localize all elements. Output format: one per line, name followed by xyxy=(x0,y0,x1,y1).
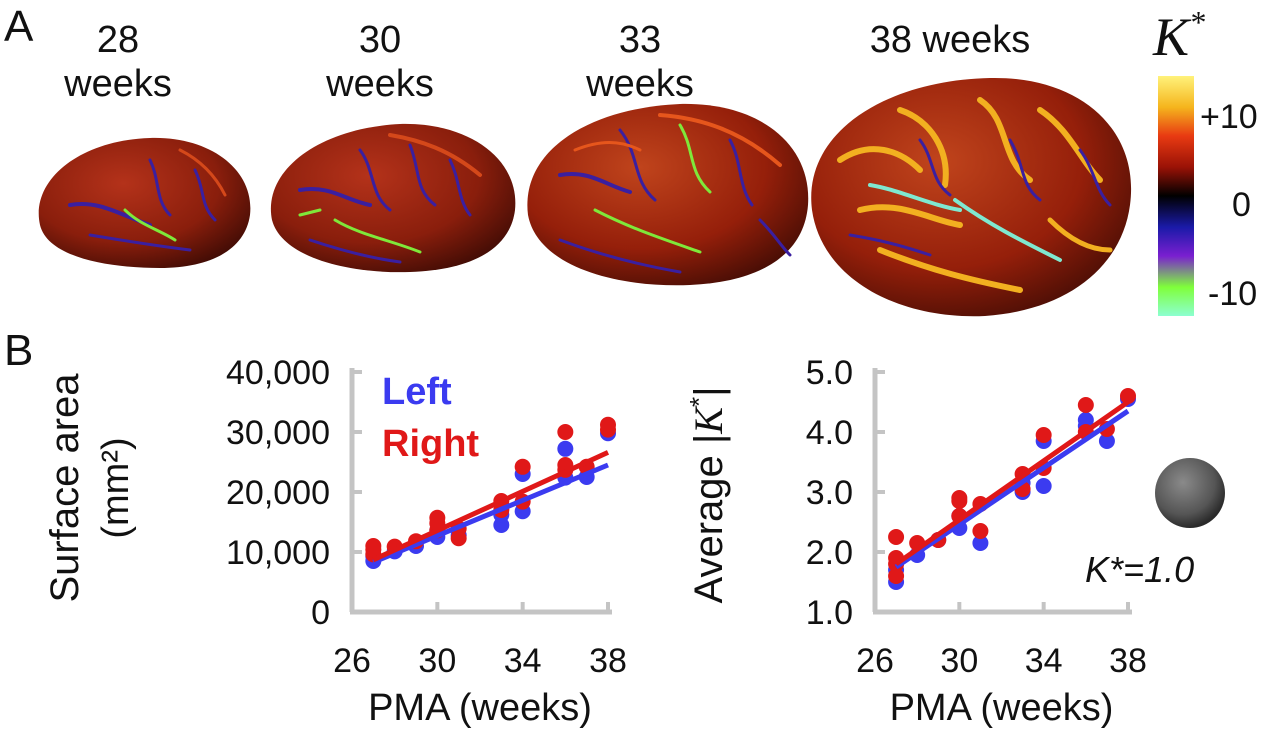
brain-surfaces xyxy=(38,77,1132,317)
chart2-y-axis-title: Average |K*| xyxy=(684,387,731,604)
chart2-series1-point xyxy=(972,535,989,551)
chart1-ytick-label: 20,000 xyxy=(226,474,330,512)
reference-sphere-label: K*=1.0 xyxy=(1085,549,1194,590)
chart1-series1-point xyxy=(557,440,574,457)
chart2-series1-point xyxy=(1077,412,1094,428)
brain-38-weeks xyxy=(811,77,1132,317)
chart2-ytick-label: 3.0 xyxy=(806,474,853,512)
age-label-38: 38 weeks xyxy=(869,19,1031,61)
chart1-series2-point xyxy=(600,416,616,433)
colorbar-title: K* xyxy=(1153,4,1206,67)
chart2-ytick-label: 4.0 xyxy=(806,414,853,452)
chart1-ytick-label: 10,000 xyxy=(226,534,330,572)
colorbar-tick-plus10: +10 xyxy=(1200,98,1258,136)
chart2-series2-point xyxy=(1120,388,1136,404)
brain-30-weeks xyxy=(270,123,516,273)
chart2-series2-point xyxy=(1077,397,1094,413)
chart1-ytick-label: 0 xyxy=(311,594,330,632)
chart1-ytick-label: 40,000 xyxy=(226,354,330,392)
chart2-series2-point xyxy=(888,529,905,545)
age-label-30: 30 weeks xyxy=(326,19,434,105)
chart1-series1-fit-line xyxy=(372,462,609,565)
chart2-series1-fit-line xyxy=(894,408,1130,570)
reference-sphere xyxy=(1155,458,1225,528)
chart2-series1-point xyxy=(1098,433,1115,449)
chart1-series2-point xyxy=(514,458,531,475)
brain-28-weeks xyxy=(38,137,251,268)
chart2-xtick-label: 30 xyxy=(940,642,978,680)
legend-left: Left xyxy=(382,371,452,413)
age-label-28: 28 weeks xyxy=(64,19,172,105)
colorbar-tick-minus10: -10 xyxy=(1208,275,1258,313)
chart2-series1-point xyxy=(1035,478,1052,494)
chart1-x-axis-title: PMA (weeks) xyxy=(368,687,592,729)
colorbar-tick-0: 0 xyxy=(1232,186,1251,224)
chart1-series2-point xyxy=(429,509,446,526)
chart1-xtick-label: 26 xyxy=(333,642,371,680)
legend-right: Right xyxy=(382,423,479,465)
chart1-y-axis-title-line1: Surface area xyxy=(43,373,87,603)
chart2-ytick-label: 1.0 xyxy=(806,594,853,632)
chart2-ytick-label: 2.0 xyxy=(806,534,853,572)
chart2-xtick-label: 34 xyxy=(1025,642,1063,680)
chart2-series2-point xyxy=(1035,427,1052,443)
chart2-series2-point xyxy=(951,490,968,506)
chart1-series2-point xyxy=(365,538,382,554)
panel-b-label: B xyxy=(4,326,34,375)
chart2-series2-fit-line xyxy=(894,399,1130,567)
chart2-series2-point xyxy=(972,523,989,539)
chart1-y-axis-title-line2: (mm²) xyxy=(95,437,137,538)
chart1-ytick-label: 30,000 xyxy=(226,414,330,452)
age-label-33: 33 weeks xyxy=(586,19,694,105)
brain-33-weeks xyxy=(527,103,809,286)
chart1-xtick-label: 30 xyxy=(418,642,456,680)
colorbar xyxy=(1158,76,1194,316)
chart1-xtick-label: 38 xyxy=(589,642,627,680)
chart1-series2-point xyxy=(557,424,574,440)
panel-b-charts: 0 10,000 20,000 30,000 40,000 26 30 34 38 PMA (we… xyxy=(43,354,1225,729)
chart1-series2-fit-line xyxy=(372,450,610,563)
chart2-xtick-label: 26 xyxy=(856,642,894,680)
chart2-xtick-label: 38 xyxy=(1109,642,1147,680)
chart2-series2-point xyxy=(888,568,905,584)
panel-a-label: A xyxy=(4,2,34,51)
chart2-ytick-label: 5.0 xyxy=(806,354,853,392)
chart1-xtick-label: 34 xyxy=(504,642,542,680)
chart2-x-axis-title: PMA (weeks) xyxy=(890,687,1114,729)
